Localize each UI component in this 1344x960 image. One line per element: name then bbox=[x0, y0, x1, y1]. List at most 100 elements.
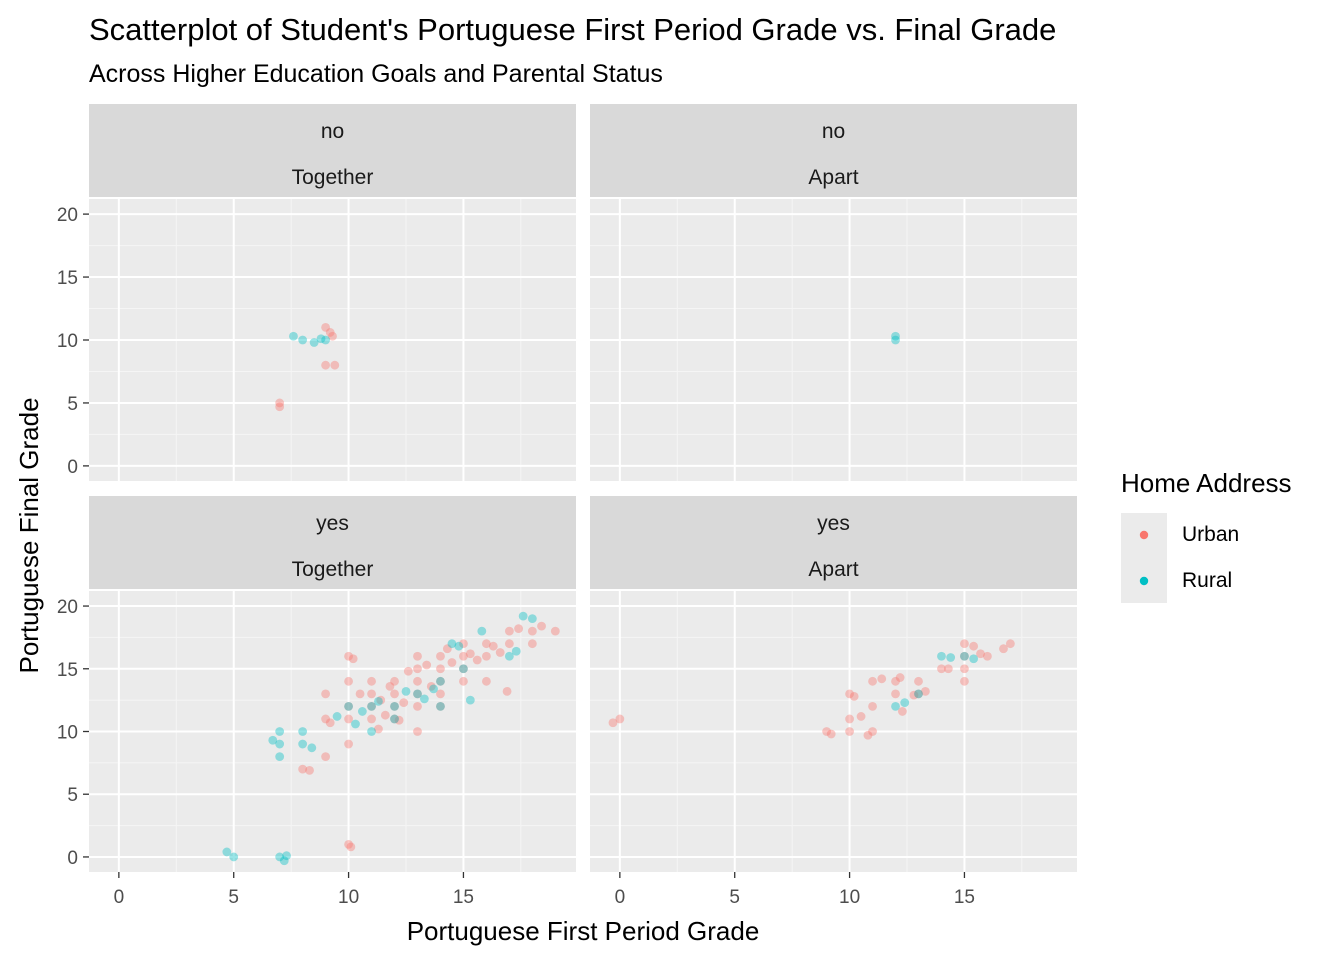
data-point-urban bbox=[367, 714, 376, 724]
data-point-urban bbox=[550, 626, 560, 636]
data-point-urban bbox=[380, 710, 390, 720]
facet-strip-label-top: yes bbox=[817, 512, 850, 535]
data-point-rural bbox=[275, 752, 285, 761]
data-point-urban bbox=[482, 676, 491, 686]
data-point-urban bbox=[330, 360, 340, 370]
data-point-rural bbox=[309, 338, 319, 347]
data-point-urban bbox=[413, 689, 422, 699]
data-point-urban bbox=[849, 691, 859, 701]
data-point-urban bbox=[527, 639, 537, 649]
data-point-rural bbox=[465, 695, 475, 705]
data-point-urban bbox=[891, 689, 900, 699]
x-tick-label: 10 bbox=[839, 887, 860, 908]
data-point-rural bbox=[357, 707, 367, 716]
data-point-urban bbox=[390, 676, 399, 686]
x-axis-title: Portuguese First Period Grade bbox=[407, 916, 760, 946]
data-point-urban bbox=[422, 660, 432, 670]
data-point-urban bbox=[321, 752, 331, 761]
y-tick-label: 15 bbox=[57, 268, 78, 289]
data-point-rural bbox=[436, 702, 445, 711]
data-point-rural bbox=[298, 739, 308, 749]
data-point-urban bbox=[413, 664, 422, 674]
data-point-urban bbox=[960, 676, 969, 686]
data-point-urban bbox=[344, 702, 353, 711]
data-point-rural bbox=[401, 686, 411, 696]
data-point-urban bbox=[969, 641, 979, 651]
data-point-urban bbox=[447, 658, 457, 667]
data-point-rural bbox=[316, 334, 326, 344]
data-point-urban bbox=[877, 674, 887, 684]
data-point-urban bbox=[426, 681, 436, 691]
data-point-rural bbox=[298, 335, 308, 345]
data-point-urban bbox=[305, 765, 314, 775]
data-point-urban bbox=[344, 840, 353, 849]
facet-strip-label-bottom: Apart bbox=[808, 558, 858, 581]
data-point-urban bbox=[436, 676, 445, 686]
data-point-rural bbox=[969, 654, 979, 664]
x-tick-label: 15 bbox=[954, 887, 975, 908]
data-point-urban bbox=[413, 702, 422, 711]
data-point-rural bbox=[367, 702, 376, 711]
data-point-urban bbox=[868, 702, 877, 711]
data-point-urban bbox=[845, 714, 854, 724]
data-point-rural bbox=[504, 651, 514, 661]
chart-title: Scatterplot of Student's Portuguese Firs… bbox=[89, 12, 1057, 47]
x-tick-label: 5 bbox=[228, 887, 239, 908]
facet-strip bbox=[89, 496, 576, 589]
data-point-rural bbox=[960, 651, 969, 661]
legend-label-urban: Urban bbox=[1182, 523, 1240, 546]
data-point-urban bbox=[960, 639, 969, 649]
data-point-rural bbox=[307, 743, 317, 753]
data-point-urban bbox=[826, 729, 836, 739]
data-point-urban bbox=[960, 651, 969, 661]
data-point-urban bbox=[856, 712, 866, 721]
facet-strip-label-bottom: Together bbox=[292, 166, 374, 189]
data-point-urban bbox=[868, 727, 877, 736]
data-point-urban bbox=[394, 715, 404, 725]
data-point-urban bbox=[488, 641, 498, 651]
facet-strip-label-top: no bbox=[321, 120, 344, 143]
data-point-urban bbox=[527, 626, 537, 636]
data-point-rural bbox=[367, 727, 376, 736]
data-point-urban bbox=[868, 676, 877, 686]
data-point-rural bbox=[891, 335, 900, 345]
data-point-urban bbox=[436, 664, 445, 674]
data-point-rural bbox=[429, 684, 438, 694]
data-point-urban bbox=[321, 323, 331, 332]
legend-key-panel bbox=[1121, 513, 1167, 603]
data-point-urban bbox=[367, 676, 376, 686]
data-point-urban bbox=[321, 714, 331, 724]
legend-key-background bbox=[1121, 513, 1167, 603]
data-point-urban bbox=[344, 676, 353, 686]
y-axis-title: Portuguese Final Grade bbox=[14, 397, 44, 673]
legend-key-rural bbox=[1139, 576, 1149, 586]
data-point-urban bbox=[459, 651, 468, 661]
facet-strip-label-bottom: Apart bbox=[808, 166, 858, 189]
x-tick-label: 15 bbox=[453, 887, 474, 908]
data-point-rural bbox=[419, 694, 429, 704]
data-point-rural bbox=[527, 614, 537, 623]
y-tick-label: 0 bbox=[67, 848, 78, 869]
data-point-urban bbox=[321, 360, 331, 370]
data-point-urban bbox=[983, 651, 992, 661]
data-point-urban bbox=[960, 664, 969, 674]
data-point-urban bbox=[413, 651, 422, 661]
data-point-urban bbox=[495, 648, 505, 657]
data-point-urban bbox=[822, 727, 832, 736]
y-tick-label: 10 bbox=[57, 723, 78, 744]
data-point-rural bbox=[332, 712, 342, 721]
data-point-urban bbox=[399, 698, 409, 708]
data-point-rural bbox=[454, 641, 464, 651]
data-point-rural bbox=[321, 335, 331, 345]
data-point-urban bbox=[504, 639, 514, 649]
data-point-urban bbox=[436, 651, 445, 661]
data-point-urban bbox=[374, 724, 383, 734]
y-tick-label: 5 bbox=[67, 394, 78, 415]
data-point-urban bbox=[403, 666, 413, 676]
x-tick-label: 10 bbox=[338, 887, 359, 908]
y-tick-label: 5 bbox=[67, 785, 78, 806]
y-tick-label: 20 bbox=[57, 205, 78, 226]
data-point-urban bbox=[325, 328, 335, 337]
data-point-urban bbox=[348, 654, 358, 664]
data-point-urban bbox=[376, 695, 386, 705]
